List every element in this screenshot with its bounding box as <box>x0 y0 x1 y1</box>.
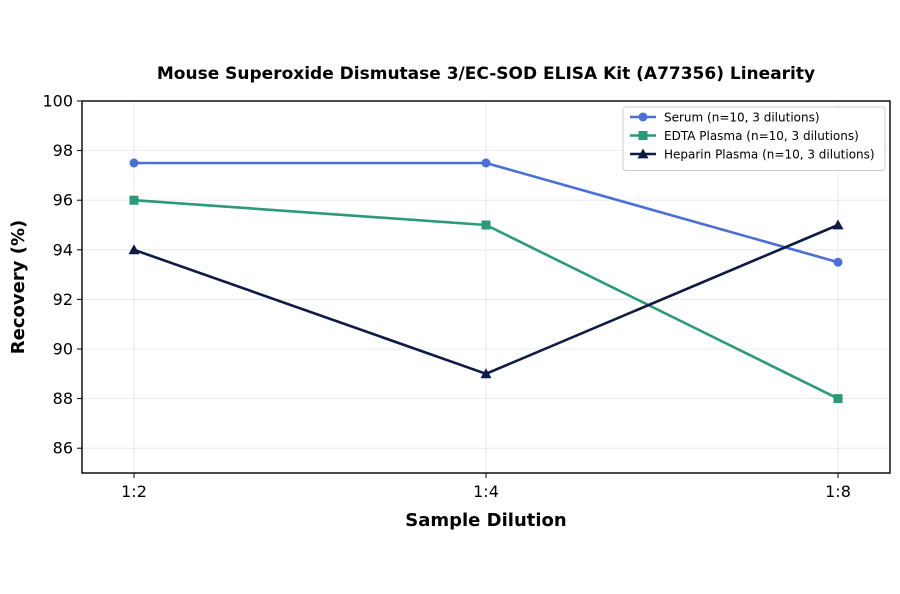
legend-box <box>622 106 886 171</box>
data-point <box>481 158 491 168</box>
data-point <box>833 257 843 267</box>
legend-item: EDTA Plasma (n=10, 3 dilutions) <box>630 129 859 143</box>
y-tick-label: 96 <box>53 191 73 210</box>
legend-label: Heparin Plasma (n=10, 3 dilutions) <box>664 148 875 162</box>
legend: Serum (n=10, 3 dilutions) EDTA Plasma (n=… <box>622 106 886 171</box>
x-tick-label: 1:4 <box>473 482 499 501</box>
data-point <box>832 219 844 230</box>
data-point <box>129 158 139 168</box>
y-tick-label: 98 <box>53 141 73 160</box>
data-point <box>481 220 491 230</box>
y-tick-label: 92 <box>53 290 73 309</box>
data-point <box>480 368 492 379</box>
x-tick-label: 1:8 <box>825 482 851 501</box>
data-point <box>833 394 843 404</box>
chart-title: Mouse Superoxide Dismutase 3/EC-SOD ELIS… <box>157 64 815 84</box>
data-point <box>129 195 139 205</box>
series-1 <box>129 195 843 404</box>
series-layer <box>128 158 844 404</box>
y-axis-label: Recovery (%) <box>8 220 29 354</box>
legend-marker <box>638 131 648 140</box>
legend-marker <box>638 112 648 122</box>
y-tick-label: 86 <box>53 439 73 458</box>
legend-item: Heparin Plasma (n=10, 3 dilutions) <box>630 148 875 162</box>
y-tick-label: 100 <box>42 92 73 111</box>
y-tick-label: 90 <box>53 340 73 359</box>
x-tick-label: 1:2 <box>121 482 147 501</box>
legend-marker <box>637 148 649 159</box>
data-point <box>128 244 140 255</box>
axes: 86 88 90 92 94 96 98 100 1:2 1:4 1:8 <box>42 92 850 502</box>
y-tick-label: 94 <box>53 240 73 259</box>
y-tick-label: 88 <box>53 389 73 408</box>
legend-label: EDTA Plasma (n=10, 3 dilutions) <box>664 129 859 143</box>
legend-item: Serum (n=10, 3 dilutions) <box>630 111 820 125</box>
legend-label: Serum (n=10, 3 dilutions) <box>664 111 820 125</box>
series-2 <box>128 219 844 379</box>
x-axis-label: Sample Dilution <box>405 510 566 531</box>
series-0 <box>129 158 843 267</box>
